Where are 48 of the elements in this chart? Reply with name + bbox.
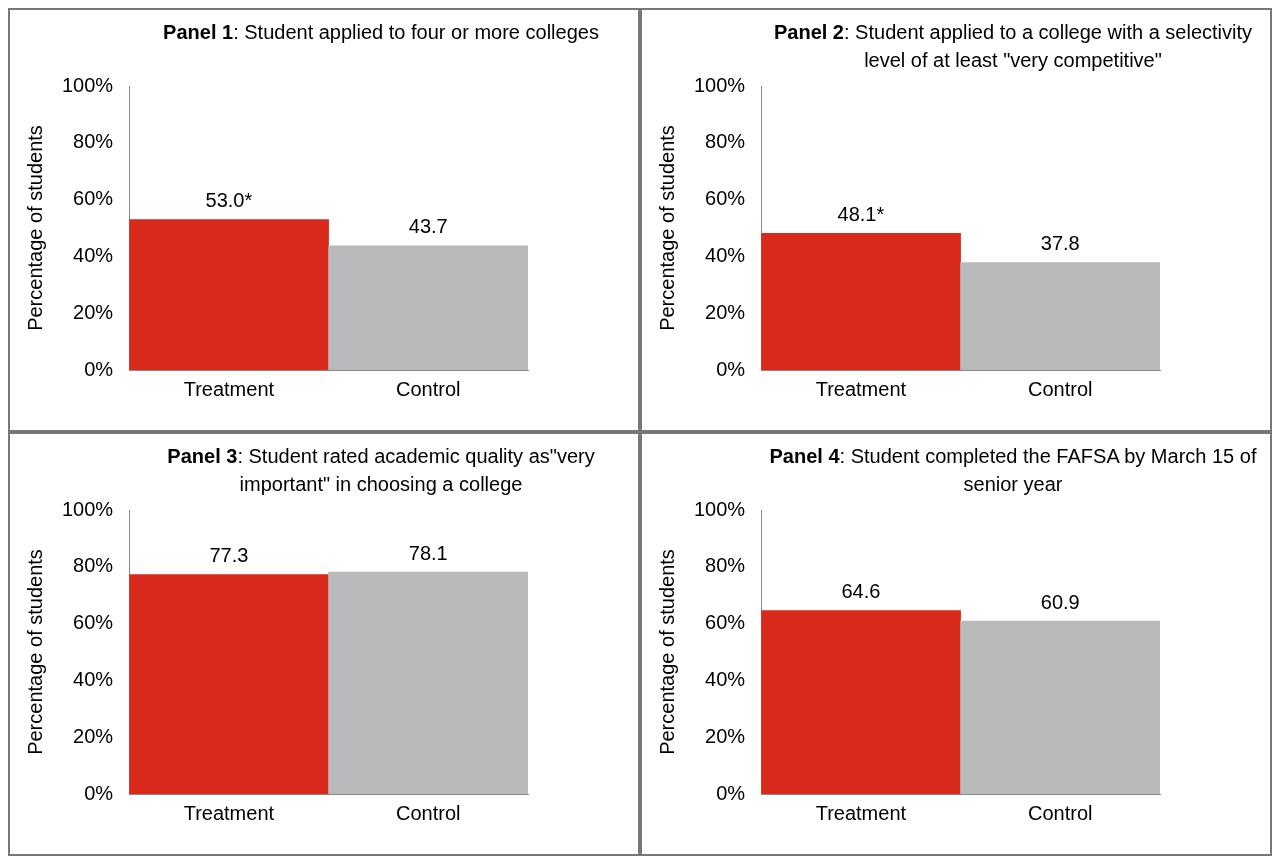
y-tick-label: 0% — [84, 781, 114, 804]
y-tick-label: 80% — [73, 554, 114, 577]
x-tick-label: Treatment — [815, 801, 907, 824]
y-tick-label: 60% — [705, 611, 746, 634]
y-tick-label: 20% — [73, 300, 114, 323]
x-tick-label: Control — [1028, 801, 1093, 824]
y-tick-label: 80% — [705, 554, 746, 577]
chart-title: Panel 4: Student completed the FAFSA by March 15 of senior year — [769, 445, 1257, 495]
data-label: 48.1* — [837, 202, 885, 225]
data-label: 53.0* — [205, 189, 253, 211]
data-label: 60.9 — [1040, 590, 1080, 613]
y-tick-label: 40% — [705, 243, 746, 266]
data-label: 77.3 — [209, 543, 249, 566]
y-tick-label: 60% — [705, 187, 746, 210]
y-tick-label: 40% — [73, 667, 114, 690]
y-tick-label: 100% — [694, 497, 746, 520]
chart-title: Panel 2: Student applied to a college with a selectivity level of at least "very competitive" — [773, 21, 1253, 71]
y-tick-label: 80% — [705, 130, 746, 153]
chart-title: Panel 3: Student rated academic quality as"very important" in choosing a college — [167, 445, 595, 495]
x-tick-label: Treatment — [183, 801, 275, 824]
y-axis-title: Percentage of students — [23, 549, 46, 755]
x-tick-label: Treatment — [183, 377, 275, 400]
y-tick-label: 60% — [73, 611, 114, 634]
y-tick-label: 60% — [73, 187, 114, 210]
data-label: 43.7 — [408, 215, 448, 238]
y-tick-label: 0% — [84, 357, 114, 380]
y-axis-title: Percentage of students — [655, 125, 678, 331]
data-label: 37.8 — [1040, 232, 1080, 255]
y-tick-label: 0% — [716, 357, 746, 380]
y-tick-label: 20% — [705, 724, 746, 747]
y-axis-title: Percentage of students — [23, 125, 46, 331]
y-tick-label: 100% — [694, 73, 746, 96]
x-tick-label: Treatment — [815, 377, 907, 400]
y-tick-label: 40% — [73, 243, 114, 266]
x-tick-label: Control — [396, 377, 461, 400]
y-axis-title: Percentage of students — [655, 549, 678, 755]
y-tick-label: 100% — [62, 73, 114, 96]
y-tick-label: 100% — [62, 497, 114, 520]
data-label: 78.1 — [408, 541, 448, 564]
y-tick-label: 40% — [705, 667, 746, 690]
chart-title: Panel 1: Student applied to four or more colleges — [163, 21, 599, 43]
y-tick-label: 20% — [705, 300, 746, 323]
y-tick-label: 0% — [716, 781, 746, 804]
data-label: 64.6 — [841, 580, 881, 603]
x-tick-label: Control — [396, 801, 461, 824]
y-tick-label: 80% — [73, 130, 114, 153]
x-tick-label: Control — [1028, 377, 1093, 400]
y-tick-label: 20% — [73, 724, 114, 747]
